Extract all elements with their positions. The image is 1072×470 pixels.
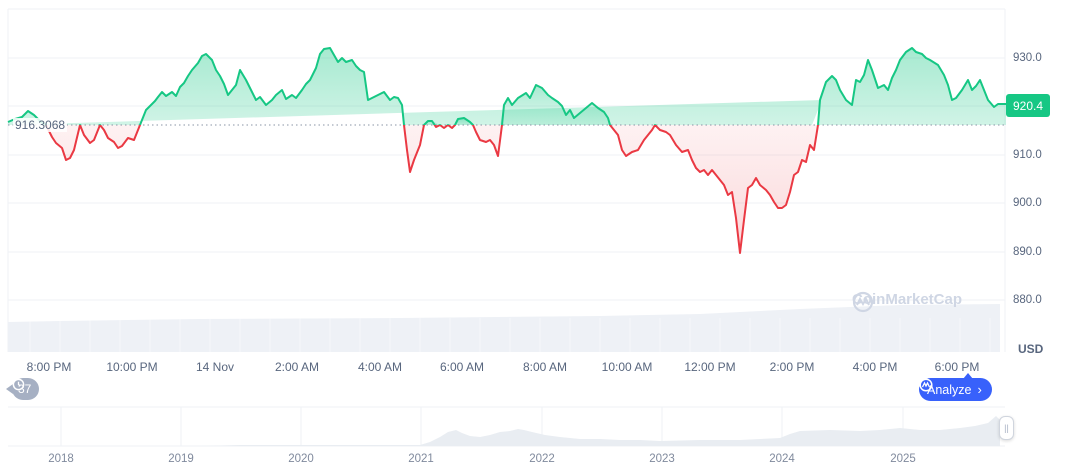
history-clock-icon [12, 378, 25, 391]
navigator-year: 2018 [48, 453, 74, 465]
x-tick: 12:00 PM [684, 360, 736, 374]
y-tick-900: 900.0 [1013, 197, 1042, 209]
price-area [8, 48, 1006, 253]
navigator-year: 2019 [168, 453, 194, 465]
x-tick: 2:00 AM [274, 360, 320, 374]
navigator-year: 2021 [408, 453, 434, 465]
navigator-year: 2020 [288, 453, 314, 465]
y-tick-890: 890.0 [1013, 246, 1042, 258]
current-price-tag: 920.4 [1006, 94, 1050, 117]
currency-label: USD [1018, 342, 1044, 356]
y-tick-930: 930.0 [1013, 52, 1042, 64]
navigator-year: 2024 [769, 453, 795, 465]
baseline-label: 916.3068 [13, 118, 68, 132]
x-tick: 10:00 AM [601, 360, 653, 374]
navigator-year: 2025 [890, 453, 916, 465]
coinmarketcap-watermark: CoinMarketCap [852, 291, 963, 313]
y-tick-910: 910.0 [1013, 149, 1042, 161]
x-tick: 10:00 PM [106, 360, 158, 374]
x-tick: 14 Nov [195, 360, 235, 374]
x-tick: 2:00 PM [769, 360, 815, 374]
x-tick: 8:00 AM [522, 360, 568, 374]
watermark-text: CoinMarketCap [852, 291, 963, 308]
x-tick: 6:00 AM [439, 360, 485, 374]
x-tick: 4:00 AM [357, 360, 403, 374]
grip-icon: || [1004, 423, 1009, 433]
coinmarketcap-logo-icon [852, 291, 874, 313]
analyze-button[interactable]: Analyze › [919, 373, 992, 401]
price-line [7, 47, 1006, 254]
navigator-year: 2022 [529, 453, 555, 465]
volume-bars [8, 304, 1000, 352]
navigator-drag-handle[interactable]: || [999, 416, 1014, 440]
chevron-right-icon: › [977, 382, 982, 397]
navigator [8, 406, 1005, 447]
analyze-logo-icon [919, 378, 933, 392]
x-tick: 4:00 PM [852, 360, 898, 374]
analyze-label: Analyze [927, 382, 972, 397]
y-tick-880: 880.0 [1013, 294, 1042, 306]
history-count: 37 [18, 382, 32, 396]
x-tick: 6:00 PM [934, 360, 980, 374]
history-badge[interactable]: 37 [5, 378, 40, 400]
navigator-year: 2023 [649, 453, 675, 465]
x-tick: 8:00 PM [26, 360, 72, 374]
